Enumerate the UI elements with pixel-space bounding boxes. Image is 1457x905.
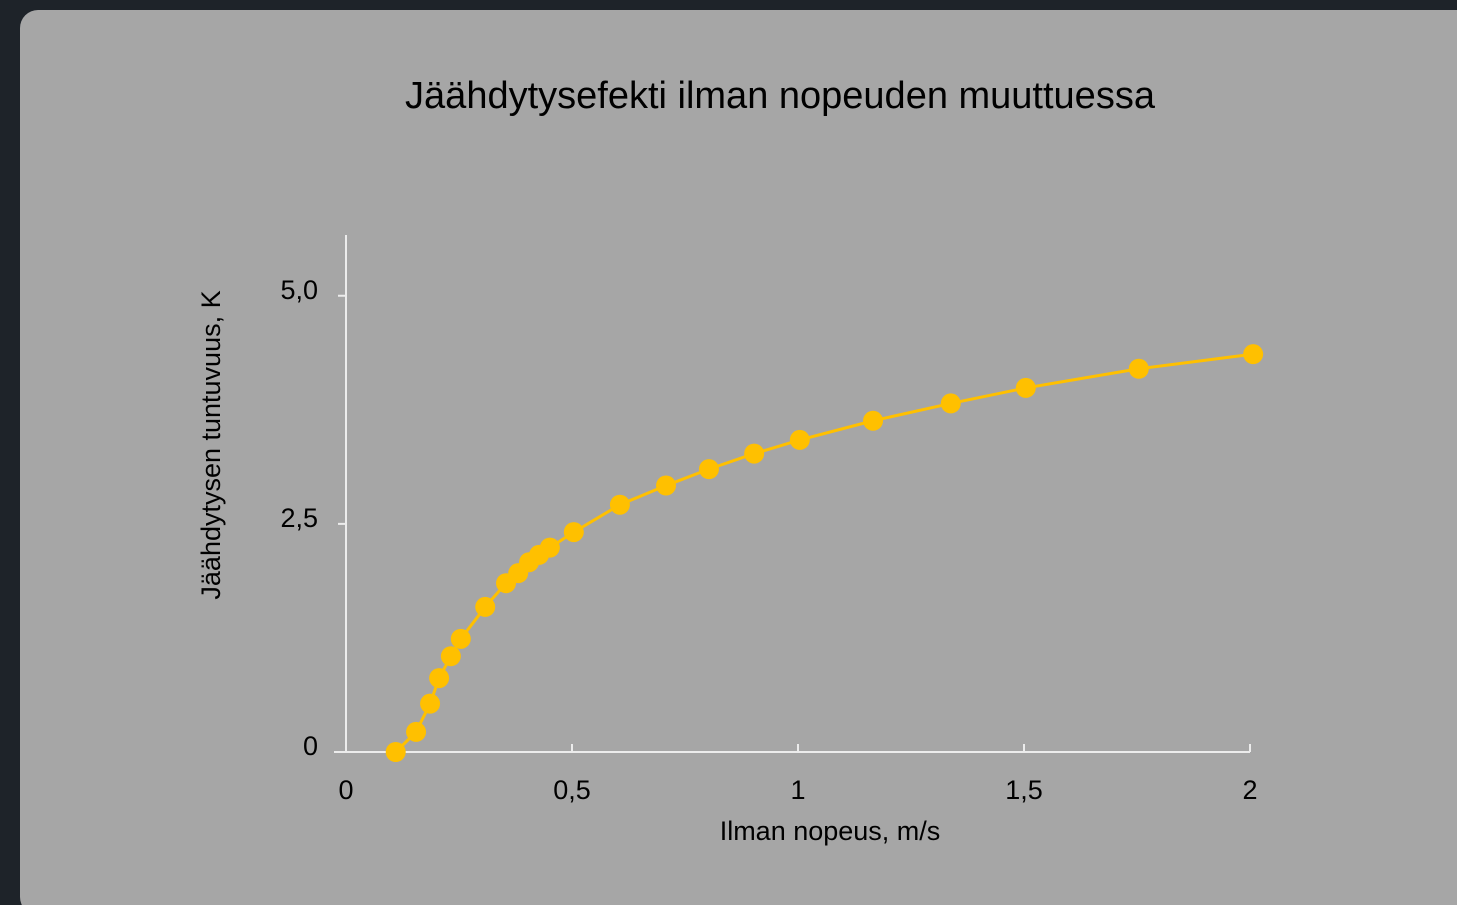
point xyxy=(450,628,471,649)
point xyxy=(1015,377,1036,398)
x-tick-label: 0 xyxy=(338,775,353,805)
point xyxy=(609,494,630,515)
x-tick-label: 2 xyxy=(1242,775,1257,805)
point xyxy=(539,537,560,558)
point xyxy=(385,742,406,762)
point xyxy=(429,668,450,689)
chart-title: Jäähdytysefekti ilman nopeuden muuttuess… xyxy=(405,75,1156,117)
point xyxy=(406,721,427,742)
point xyxy=(440,646,461,667)
point xyxy=(940,393,961,414)
point xyxy=(563,522,584,543)
y-tick-label: 0 xyxy=(303,731,318,761)
point xyxy=(1128,358,1149,379)
point xyxy=(698,459,719,480)
x-tick-label: 1 xyxy=(790,775,805,805)
point xyxy=(789,429,810,450)
x-axis-label: Ilman nopeus, m/s xyxy=(720,816,941,846)
y-axis-label: Jäähdytysen tuntuvuus, K xyxy=(196,290,226,599)
x-tick-label: 0,5 xyxy=(553,775,591,805)
point xyxy=(420,693,441,714)
point xyxy=(1243,344,1264,365)
point xyxy=(863,410,884,431)
y-tick-label: 5,0 xyxy=(280,275,318,305)
y-tick-label: 2,5 xyxy=(280,503,318,533)
point xyxy=(656,475,677,496)
point xyxy=(744,443,765,464)
point xyxy=(475,596,496,617)
x-tick-label: 1,5 xyxy=(1005,775,1043,805)
